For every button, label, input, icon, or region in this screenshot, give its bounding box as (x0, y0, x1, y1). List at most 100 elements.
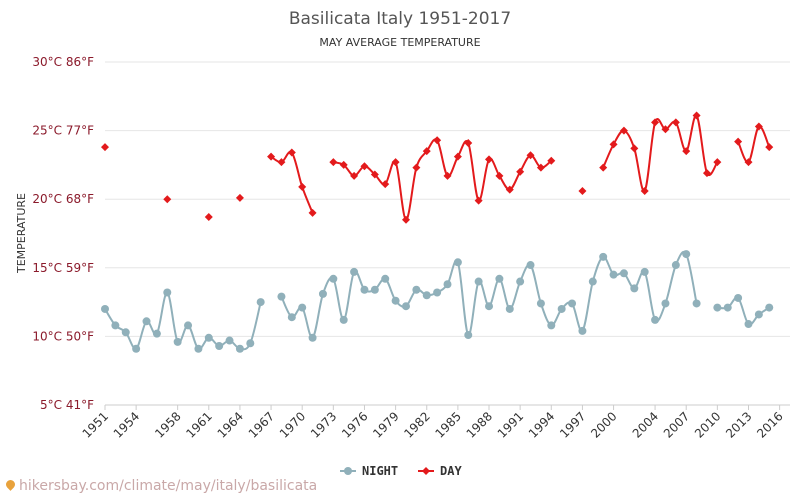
data-point-night (713, 303, 722, 312)
series-line-night (717, 296, 770, 326)
data-point-day (744, 158, 753, 167)
x-tick-label: 2010 (692, 409, 723, 440)
data-point-night (350, 267, 359, 276)
data-point-night (163, 288, 172, 297)
series-line-night (104, 291, 262, 351)
data-point-night (443, 280, 452, 289)
data-point-day (422, 147, 431, 156)
x-tick-label: 2016 (754, 409, 785, 440)
data-point-night (204, 333, 213, 342)
y-tick-label: 20°C 68°F (32, 192, 94, 206)
x-tick-label: 2007 (661, 409, 692, 440)
data-point-day (298, 182, 307, 191)
data-point-night (184, 321, 193, 330)
data-point-night (132, 344, 141, 353)
legend-label: DAY (440, 464, 462, 478)
data-point-day (412, 163, 421, 172)
data-point-night (256, 298, 265, 307)
data-point-night (547, 321, 556, 330)
data-point-day (453, 152, 462, 161)
data-point-night (194, 344, 203, 353)
data-point-night (661, 299, 670, 308)
data-point-day (619, 126, 628, 135)
x-tick-label: 2004 (630, 409, 661, 440)
data-point-day (391, 158, 400, 167)
watermark[interactable]: hikersbay.com/climate/may/italy/basilica… (4, 478, 318, 494)
data-point-day (682, 147, 691, 156)
data-point-day (287, 148, 296, 157)
data-point-night (495, 274, 504, 283)
data-point-day (101, 143, 109, 152)
data-point-night (422, 291, 431, 300)
y-tick-label: 5°C 41°F (40, 398, 94, 412)
legend-item-day: DAY (418, 464, 462, 478)
data-point-day (640, 186, 649, 195)
x-tick-label: 1976 (339, 409, 370, 440)
x-tick-label: 1973 (308, 409, 339, 440)
x-tick-label: 1951 (80, 409, 111, 440)
data-point-day (536, 163, 545, 172)
data-point-night (744, 320, 753, 329)
x-tick-label: 1958 (152, 409, 183, 440)
chart-subtitle: MAY AVERAGE TEMPERATURE (319, 36, 480, 49)
data-point-day (443, 171, 452, 180)
data-point-night (516, 277, 525, 286)
data-point-night (619, 269, 628, 278)
data-point-day (464, 138, 473, 147)
data-point-night (433, 288, 442, 297)
data-point-night (401, 302, 410, 311)
x-tick-label: 1994 (526, 409, 557, 440)
data-point-night (734, 293, 743, 302)
y-tick-label: 30°C 86°F (32, 55, 94, 69)
x-tick-label: 1985 (433, 409, 464, 440)
x-axis-ticks: 1951 1954 1958 1961 1964 1967 1970 1973 1976 1979… (80, 405, 786, 441)
data-point-day (360, 162, 369, 171)
data-point-day (754, 122, 763, 131)
series-line-day (737, 125, 771, 164)
data-point-night (329, 274, 338, 283)
location-pin-icon (4, 478, 17, 491)
y-tick-label: 25°C 77°F (32, 124, 94, 138)
data-point-night (723, 303, 732, 312)
data-point-night (152, 329, 161, 338)
data-point-night (381, 274, 390, 283)
data-point-night (651, 315, 660, 324)
series-line-night (280, 250, 698, 339)
data-point-night (609, 270, 618, 279)
data-point-day (713, 158, 722, 167)
chart-title: Basilicata Italy 1951-2017 (289, 9, 511, 29)
legend-item-night: NIGHT (340, 464, 398, 478)
series-line-day (333, 138, 552, 221)
data-point-night (485, 302, 494, 311)
watermark-text: hikersbay.com/climate/may/italy/basilica… (19, 478, 318, 494)
data-point-night (474, 277, 483, 286)
data-point-day (339, 160, 348, 169)
x-tick-label: 1997 (557, 409, 588, 440)
data-point-night (453, 258, 462, 267)
data-point-night (318, 289, 327, 298)
data-point-night (142, 317, 151, 326)
data-point-night (225, 336, 234, 345)
x-tick-label: 1991 (495, 409, 526, 440)
data-point-day (495, 171, 504, 180)
data-point-day (381, 180, 390, 189)
data-point-day (609, 140, 618, 149)
data-point-night (298, 303, 307, 312)
data-point-day (277, 158, 286, 167)
data-point-night (640, 267, 649, 276)
data-point-night (360, 285, 369, 294)
x-tick-label: 1988 (464, 409, 495, 440)
data-point-day (599, 163, 608, 172)
series-line-day (602, 114, 719, 192)
legend-swatch-marker (422, 467, 430, 475)
x-tick-label: 1979 (370, 409, 401, 440)
data-point-night (308, 333, 317, 342)
data-point-night (215, 342, 224, 351)
data-point-night (464, 331, 473, 340)
x-tick-label: 1964 (215, 409, 246, 440)
data-point-night (287, 313, 296, 322)
data-point-night (391, 296, 400, 305)
data-point-night (412, 285, 421, 294)
data-point-day (235, 193, 244, 202)
